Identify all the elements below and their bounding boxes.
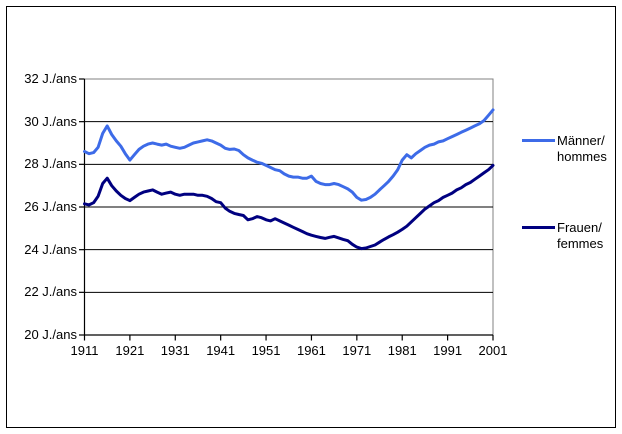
x-axis-label: 1971 xyxy=(342,343,372,358)
x-axis-label: 1911 xyxy=(70,343,99,358)
y-axis-label: 22 J./ans xyxy=(24,284,77,300)
x-axis-label: 1921 xyxy=(115,343,145,358)
legend-label-line: femmes xyxy=(557,235,604,251)
y-axis-label: 30 J./ans xyxy=(24,113,77,129)
y-axis-label: 24 J./ans xyxy=(24,241,77,257)
x-axis-label: 1981 xyxy=(387,343,417,358)
legend-label-line: Frauen/ xyxy=(557,220,602,235)
chart-outer-border xyxy=(6,6,616,428)
legend-label-line: hommes xyxy=(557,148,607,164)
x-axis-label: 1961 xyxy=(296,343,326,358)
x-axis-label: 2001 xyxy=(478,343,508,358)
legend-label-frauen: Frauen/ femmes xyxy=(557,220,603,251)
series-line-frauen-femmes xyxy=(83,163,495,251)
y-axis-label: 20 J./ans xyxy=(24,327,77,342)
series-line-m-nner-hommes xyxy=(83,108,495,202)
legend-line-sample-frauen xyxy=(522,226,555,229)
y-axis-label: 28 J./ans xyxy=(24,156,77,172)
legend-label-line: Männer/ xyxy=(557,133,605,148)
x-axis-label: 1951 xyxy=(251,343,281,358)
y-axis-label: 32 J./ans xyxy=(24,71,77,86)
legend-line-sample-maenner xyxy=(522,139,555,142)
legend-label-maenner: Männer/ hommes xyxy=(557,133,607,164)
x-axis-label: 1941 xyxy=(206,343,236,358)
y-axis-label: 26 J./ans xyxy=(24,199,77,214)
x-axis-label: 1931 xyxy=(160,343,190,358)
x-axis-label: 1991 xyxy=(433,343,463,358)
